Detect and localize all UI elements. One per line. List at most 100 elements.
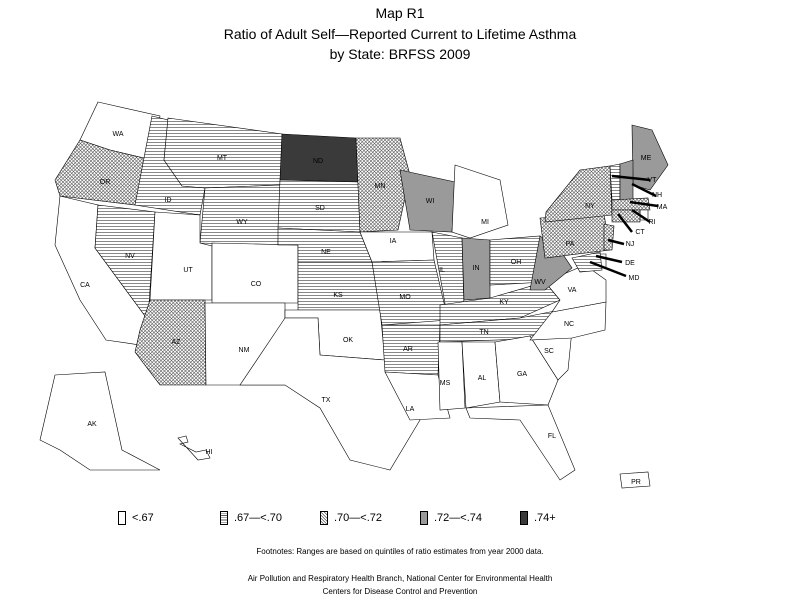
state-mo: [371, 259, 449, 326]
state-mt: [163, 117, 283, 189]
state-label-ne: NE: [321, 249, 331, 256]
state-label-mo: MO: [399, 294, 411, 301]
legend-item-2: .67—<.70: [220, 510, 282, 526]
state-vt: [609, 163, 621, 201]
legend-swatch: [220, 511, 228, 525]
state-ia: [359, 231, 435, 263]
state-label-ks: KS: [333, 292, 343, 299]
state-label-nh: NH: [652, 192, 662, 199]
state-label-wi: WI: [426, 198, 435, 205]
state-ny: [544, 165, 613, 223]
state-label-ny: NY: [585, 203, 595, 210]
state-ak: [39, 371, 161, 471]
legend-label: .74+: [534, 512, 556, 524]
state-label-or: OR: [100, 179, 111, 186]
state-label-pa: PA: [566, 241, 575, 248]
state-label-nj: NJ: [626, 241, 635, 248]
source-line-2: Centers for Disease Control and Preventi…: [322, 587, 478, 596]
state-label-ms: MS: [440, 380, 451, 387]
state-label-mt: MT: [217, 155, 228, 162]
state-wy: [199, 184, 281, 246]
state-pr: [619, 471, 651, 489]
map-subtitle-2: by State: BRFSS 2009: [329, 46, 471, 62]
leader-line-vt: [611, 174, 651, 182]
state-label-de: DE: [625, 260, 635, 267]
state-label-tn: TN: [479, 329, 488, 336]
state-label-id: ID: [165, 197, 172, 204]
state-ga: [494, 335, 559, 406]
state-label-ok: OK: [343, 337, 353, 344]
state-ks: [297, 261, 381, 311]
state-label-in: IN: [473, 265, 480, 272]
state-label-ky: KY: [499, 299, 509, 306]
state-label-me: ME: [641, 155, 652, 162]
legend-item-1: <.67: [118, 510, 154, 526]
state-label-mn: MN: [375, 183, 386, 190]
state-label-ia: IA: [390, 238, 397, 245]
legend-swatch: [420, 511, 428, 525]
leader-lines-layer: [589, 174, 659, 278]
legend-swatch: [118, 511, 126, 525]
state-label-ct: CT: [635, 229, 645, 236]
state-labels-layer: WA OR CA ID NV MT WY UT AZ CO NM ND SD NE KS OK TX MN IA MO…: [80, 131, 667, 486]
state-label-nv: NV: [125, 253, 135, 260]
source-line-1: Air Pollution and Respiratory Health Bra…: [247, 574, 553, 583]
state-label-nc: NC: [564, 321, 574, 328]
map-subtitle: Ratio of Adult Self—Reported Current to …: [223, 26, 577, 42]
leader-line-ct: [617, 213, 633, 233]
state-label-hi: HI: [206, 449, 213, 456]
state-label-ar: AR: [403, 346, 413, 353]
state-tx: [239, 317, 421, 471]
state-ms: [437, 341, 466, 411]
state-label-tx: TX: [322, 397, 331, 404]
state-label-nm: NM: [239, 347, 250, 354]
legend-item-3: .70—<.72: [320, 510, 382, 526]
state-label-ut: UT: [183, 267, 193, 274]
state-ct: [611, 209, 641, 223]
state-label-ak: AK: [87, 421, 97, 428]
state-fl: [465, 404, 576, 481]
state-mi: [451, 164, 509, 239]
leader-line-ri: [631, 208, 651, 224]
state-label-va: VA: [568, 287, 577, 294]
state-mn: [355, 137, 411, 233]
legend-label: .70—<.72: [334, 512, 383, 524]
state-label-pr: PR: [631, 479, 641, 486]
map-title: Map R1: [375, 5, 425, 21]
legend-label: .72—<.74: [434, 512, 483, 524]
state-label-oh: OH: [511, 259, 522, 266]
legend-item-5: .74+: [520, 510, 556, 526]
legend-swatch: [520, 511, 528, 525]
state-label-vt: VT: [648, 177, 658, 184]
state-az: [134, 299, 207, 386]
state-hi: [177, 435, 211, 461]
state-label-md: MD: [629, 275, 640, 282]
footnote: Footnotes: Ranges are based on quintiles…: [256, 547, 544, 556]
state-label-co: CO: [251, 281, 262, 288]
state-label-az: AZ: [172, 339, 182, 346]
state-label-mi: MI: [481, 219, 489, 226]
states-layer: [39, 101, 669, 489]
state-label-wv: WV: [534, 279, 546, 286]
leader-line-md: [589, 260, 627, 278]
state-co: [211, 242, 299, 304]
state-label-nd: ND: [313, 158, 323, 165]
state-label-la: LA: [406, 406, 415, 413]
leader-line-de: [595, 254, 623, 264]
state-label-wy: WY: [236, 219, 248, 226]
state-la: [384, 371, 451, 421]
state-label-al: AL: [478, 375, 487, 382]
state-label-ri: RI: [649, 219, 656, 226]
legend-label: <.67: [132, 512, 154, 524]
state-label-ga: GA: [517, 371, 527, 378]
us-state-map: WA OR CA ID NV MT WY UT AZ CO NM ND SD NE KS OK TX MN IA MO…: [39, 101, 669, 489]
state-label-sc: SC: [544, 348, 554, 355]
state-label-ca: CA: [80, 282, 90, 289]
legend-item-4: .72—<.74: [420, 510, 482, 526]
state-md: [571, 251, 603, 273]
leader-line-ma: [629, 200, 659, 208]
legend-swatch: [320, 511, 328, 525]
state-label-sd: SD: [315, 205, 325, 212]
state-label-ma: MA: [657, 204, 668, 211]
